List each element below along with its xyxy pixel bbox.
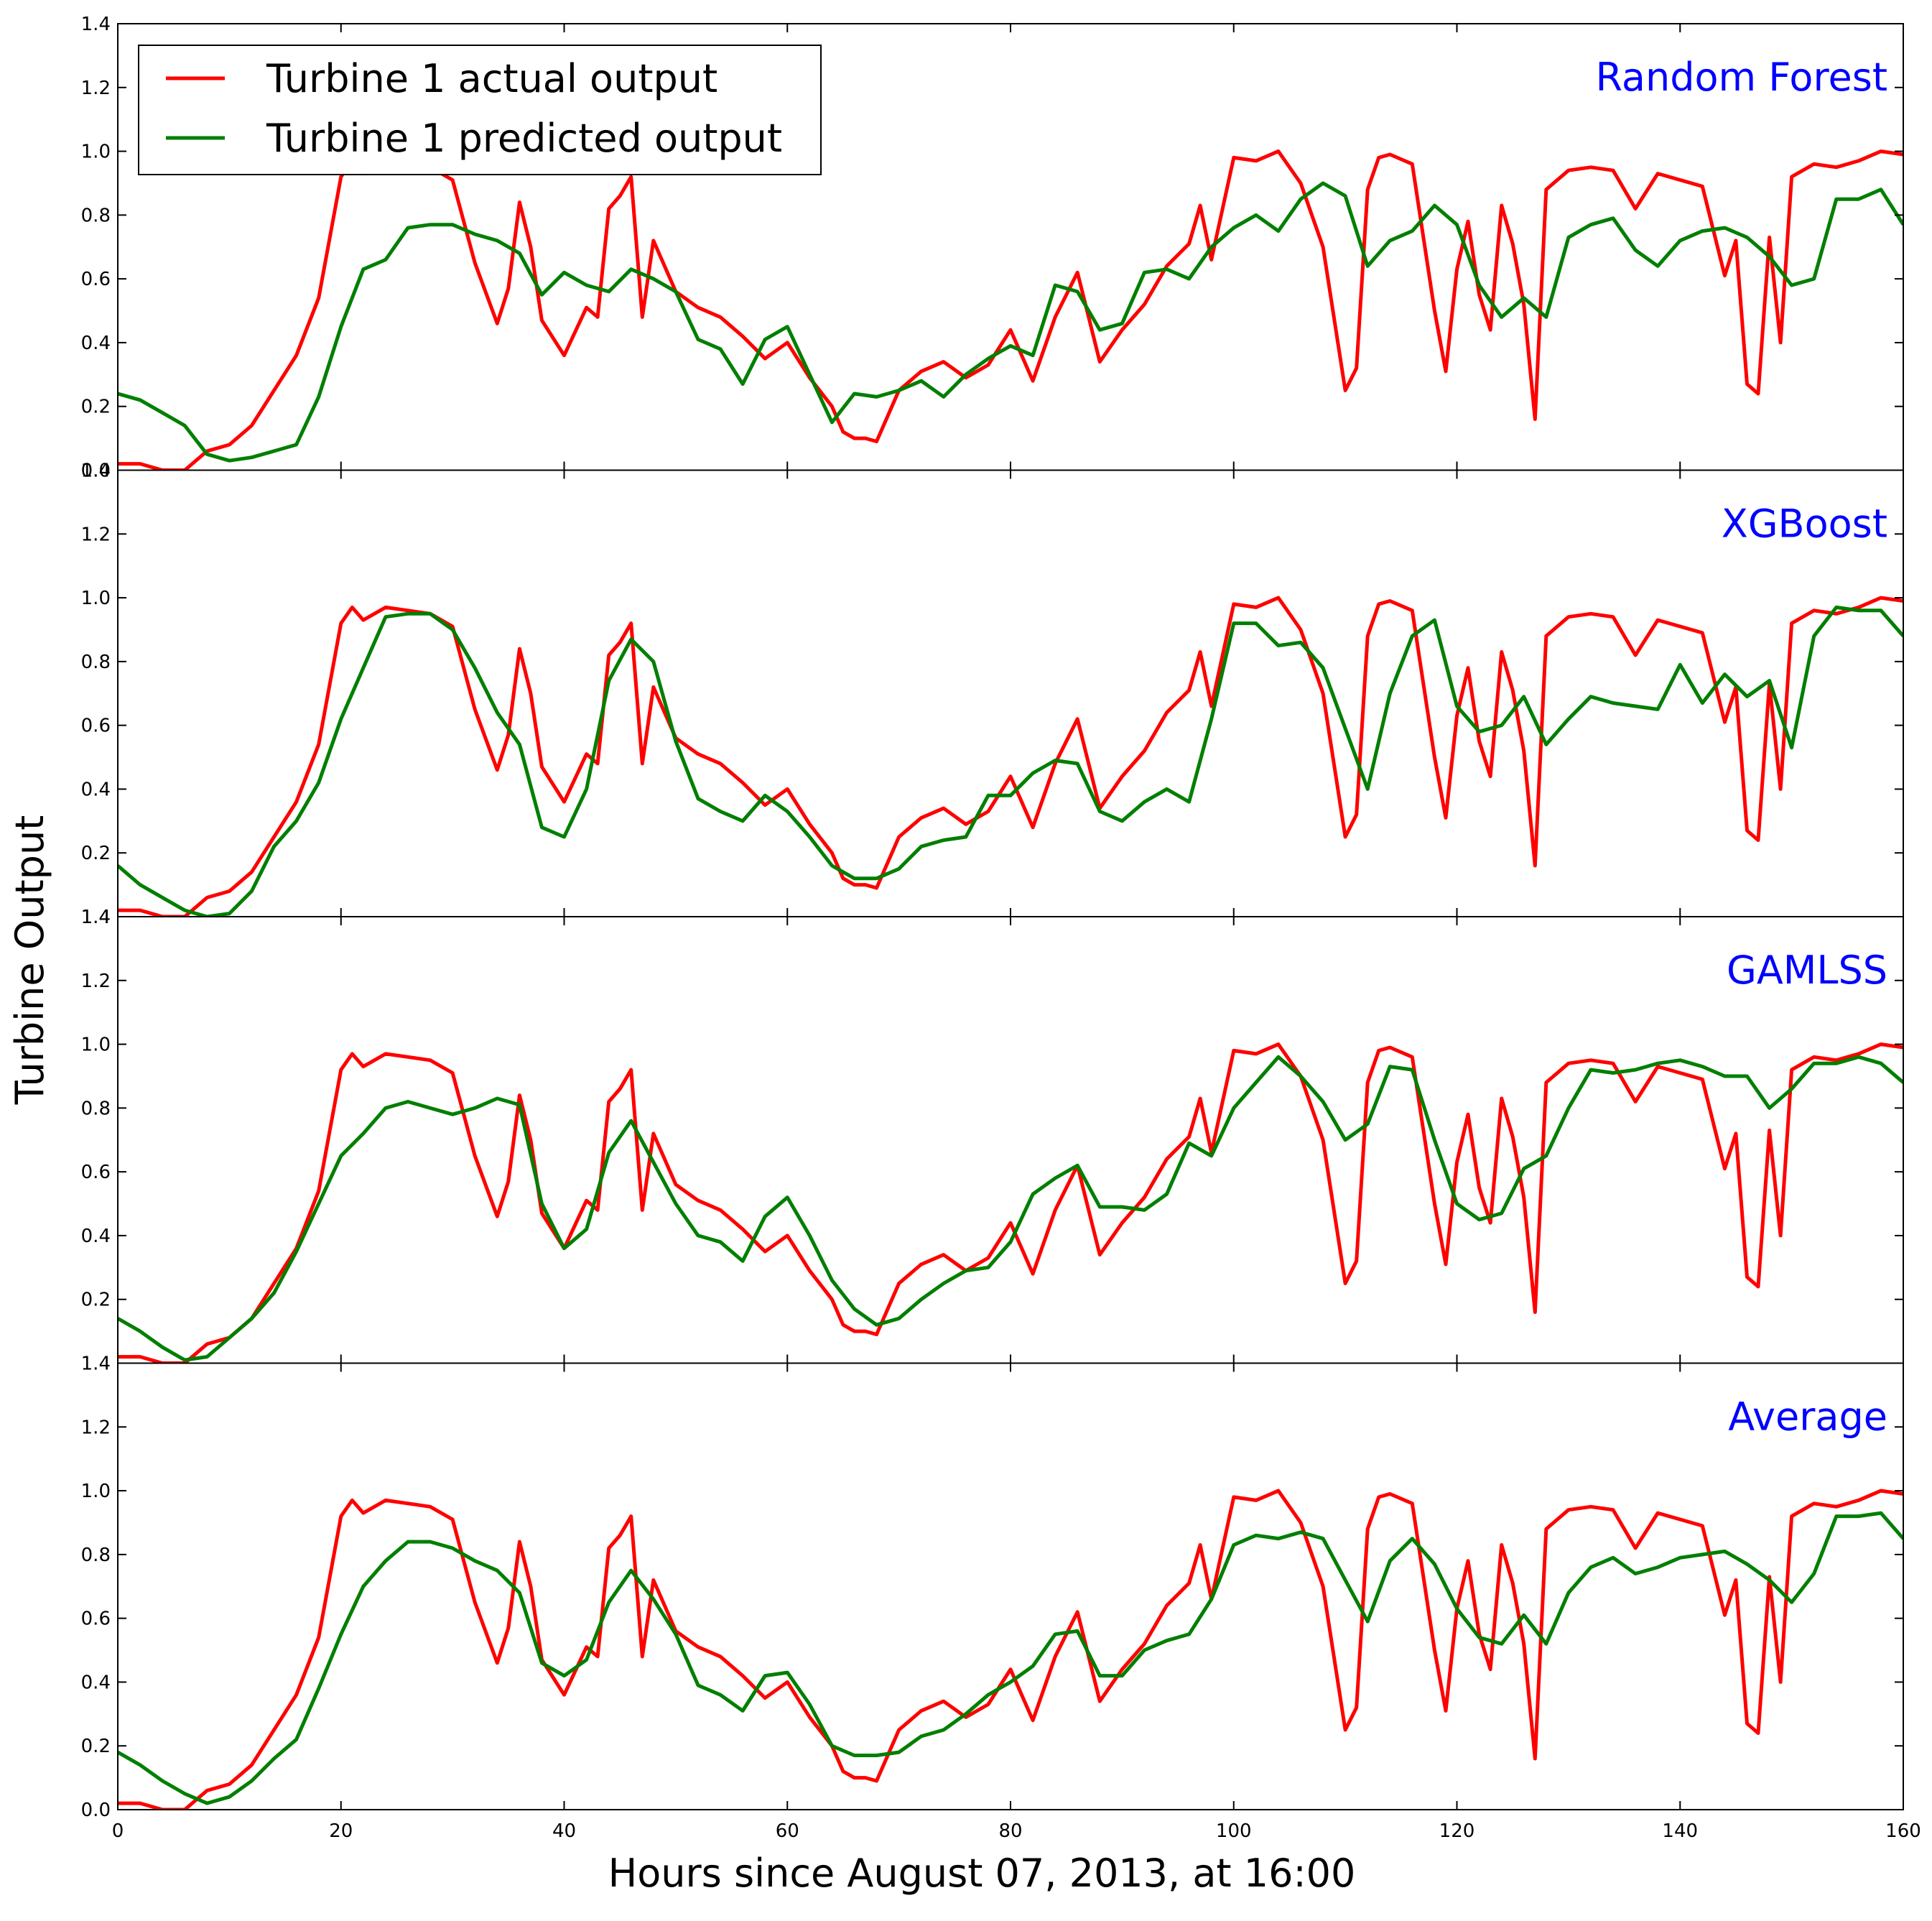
- x-tick-label: 40: [552, 1820, 576, 1842]
- x-tick-label: 100: [1216, 1820, 1252, 1842]
- panel-title: XGBoost: [1722, 501, 1887, 547]
- legend-label: Turbine 1 predicted output: [266, 116, 782, 161]
- y-tick-label: 1.4: [81, 460, 111, 482]
- y-tick-label: 0.6: [81, 1608, 111, 1630]
- y-tick-label: 0.6: [81, 716, 111, 737]
- y-tick-label: 0.8: [81, 1545, 111, 1566]
- y-tick-label: 1.0: [81, 1034, 111, 1056]
- series-line-turbine-1-predicted-output: [118, 605, 1903, 917]
- panel-title: Average: [1728, 1394, 1887, 1440]
- panel-xgboost: 1.4 1.2 1.0 0.8 0.6 0.4 0.2 1.4 XGBoost: [81, 460, 1904, 928]
- y-tick-label: 1.4: [81, 1353, 111, 1375]
- y-tick-label: 0.8: [81, 205, 111, 226]
- series-line-turbine-1-actual-output: [118, 149, 1903, 471]
- legend-box: [138, 45, 822, 175]
- legend-label: Turbine 1 actual output: [266, 56, 717, 101]
- y-tick-label: 0.4: [81, 779, 111, 800]
- x-tick-label: 0: [112, 1820, 124, 1842]
- x-tick-label: 80: [998, 1820, 1022, 1842]
- x-tick-label: 160: [1885, 1820, 1921, 1842]
- y-tick-label: 1.2: [81, 971, 111, 992]
- y-tick-label: 0.4: [81, 1226, 111, 1247]
- y-tick-label: 0.2: [81, 843, 111, 864]
- y-tick-label: 0.8: [81, 652, 111, 673]
- panel-gamlss: 1.4 1.2 1.0 0.8 0.6 0.4 0.2 1.4 GAMLSS: [81, 907, 1904, 1375]
- panel-random-forest: 1.4 1.2 1.0 0.8 0.6 0.4 0.2 0.0 Random Forest: [81, 14, 1904, 482]
- y-tick-label: 0.6: [81, 1162, 111, 1183]
- x-tick-label: 60: [776, 1820, 799, 1842]
- y-tick-label: 1.0: [81, 588, 111, 609]
- y-tick-label: 1.4: [81, 14, 111, 35]
- legend: Turbine 1 actual output Turbine 1 predict…: [138, 45, 822, 175]
- y-tick-label: 0.2: [81, 397, 111, 418]
- panel-title: GAMLSS: [1727, 948, 1887, 993]
- y-tick-label: 1.0: [81, 1481, 111, 1502]
- series-line-turbine-1-actual-output: [118, 1042, 1903, 1364]
- series-line-turbine-1-actual-output: [118, 596, 1903, 917]
- series-line-turbine-1-predicted-output: [118, 181, 1903, 463]
- series-line-turbine-1-predicted-output: [118, 1511, 1903, 1805]
- x-tick-label: 120: [1439, 1820, 1475, 1842]
- panel-average: 1.2 1.0 0.8 0.6 0.4 0.2 0.00 20 40 60 80 100 120 140 1…: [81, 1362, 1921, 1842]
- x-axis-label: Hours since August 07, 2013, at 16:00: [608, 1851, 1356, 1896]
- y-tick-label: 1.2: [81, 1417, 111, 1438]
- y-tick-label: 1.0: [81, 142, 111, 163]
- y-tick-label: 1.2: [81, 524, 111, 545]
- y-axis-label: Turbine Output: [7, 815, 52, 1106]
- y-tick-label: 1.2: [81, 78, 111, 99]
- y-tick-label: 0.4: [81, 1672, 111, 1693]
- y-tick-label: 0.0: [81, 1800, 111, 1821]
- series-line-turbine-1-actual-output: [118, 1489, 1903, 1810]
- y-tick-label: 1.4: [81, 907, 111, 928]
- x-tick-label: 140: [1662, 1820, 1698, 1842]
- y-tick-label: 0.2: [81, 1290, 111, 1311]
- y-tick-label: 0.0: [81, 460, 111, 482]
- y-tick-label: 0.2: [81, 1736, 111, 1757]
- x-tick-label: 20: [329, 1820, 353, 1842]
- y-tick-label: 0.4: [81, 333, 111, 354]
- y-tick-label: 0.6: [81, 269, 111, 290]
- y-tick-label: 0.8: [81, 1098, 111, 1119]
- panel-title: Random Forest: [1596, 55, 1887, 100]
- series-line-turbine-1-predicted-output: [118, 1055, 1903, 1362]
- y-tick-label: 1.4: [81, 907, 111, 928]
